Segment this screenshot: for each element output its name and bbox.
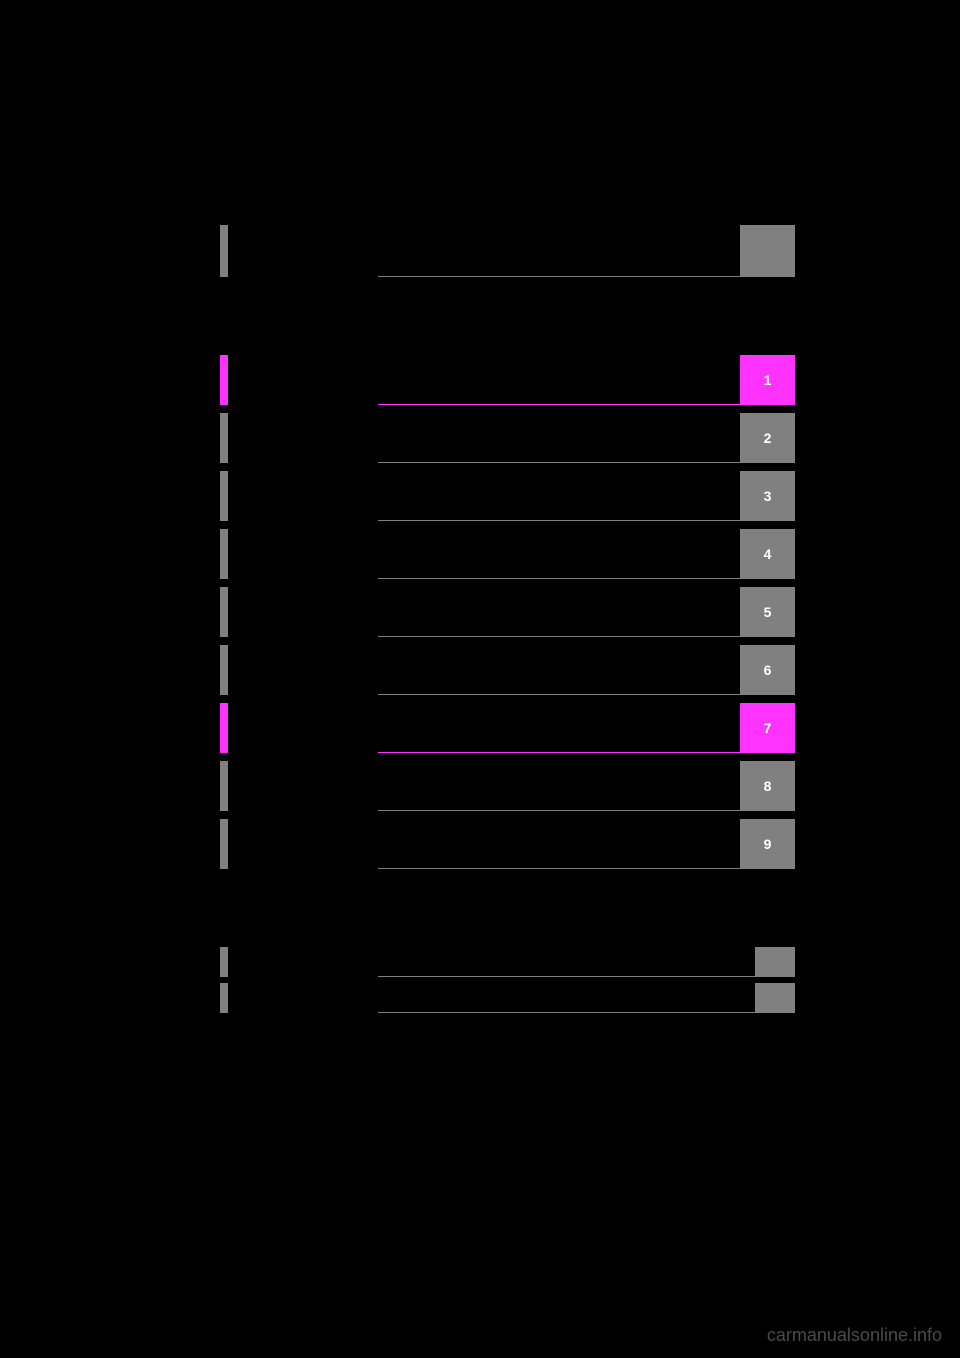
row-line — [378, 703, 740, 753]
bottom-row[interactable] — [220, 983, 795, 1013]
bottom-row[interactable] — [220, 947, 795, 977]
row-line — [378, 471, 740, 521]
row-line — [378, 947, 755, 977]
row-line — [378, 645, 740, 695]
left-tab — [220, 529, 228, 579]
toc-row-6[interactable]: 6 — [220, 645, 795, 695]
watermark: carmanualsonline.info — [767, 1325, 942, 1346]
num-tab — [755, 947, 795, 977]
left-tab — [220, 587, 228, 637]
left-tab — [220, 225, 228, 277]
num-tab-1: 1 — [740, 355, 795, 405]
left-tab — [220, 703, 228, 753]
toc-row-7[interactable]: 7 — [220, 703, 795, 753]
toc-content: 1 2 3 4 5 6 7 8 9 — [220, 225, 795, 1019]
row-line — [378, 529, 740, 579]
num-tab-6: 6 — [740, 645, 795, 695]
toc-row-3[interactable]: 3 — [220, 471, 795, 521]
row-line — [378, 983, 755, 1013]
num-tab — [755, 983, 795, 1013]
bottom-section — [220, 947, 795, 1013]
top-row[interactable] — [220, 225, 795, 277]
num-tab-5: 5 — [740, 587, 795, 637]
row-line — [378, 819, 740, 869]
main-section: 1 2 3 4 5 6 7 8 9 — [220, 355, 795, 869]
left-tab — [220, 355, 228, 405]
toc-row-2[interactable]: 2 — [220, 413, 795, 463]
num-tab-9: 9 — [740, 819, 795, 869]
left-tab — [220, 761, 228, 811]
toc-row-5[interactable]: 5 — [220, 587, 795, 637]
num-tab-3: 3 — [740, 471, 795, 521]
left-tab — [220, 645, 228, 695]
toc-row-4[interactable]: 4 — [220, 529, 795, 579]
row-line — [378, 761, 740, 811]
left-tab — [220, 471, 228, 521]
num-tab-7: 7 — [740, 703, 795, 753]
row-line — [378, 355, 740, 405]
left-tab — [220, 819, 228, 869]
toc-row-8[interactable]: 8 — [220, 761, 795, 811]
left-tab — [220, 983, 228, 1013]
num-tab-8: 8 — [740, 761, 795, 811]
row-line — [378, 413, 740, 463]
toc-row-1[interactable]: 1 — [220, 355, 795, 405]
row-line — [378, 225, 740, 277]
num-tab-4: 4 — [740, 529, 795, 579]
left-tab — [220, 413, 228, 463]
top-section — [220, 225, 795, 277]
row-line — [378, 587, 740, 637]
left-tab — [220, 947, 228, 977]
toc-row-9[interactable]: 9 — [220, 819, 795, 869]
num-tab — [740, 225, 795, 277]
num-tab-2: 2 — [740, 413, 795, 463]
